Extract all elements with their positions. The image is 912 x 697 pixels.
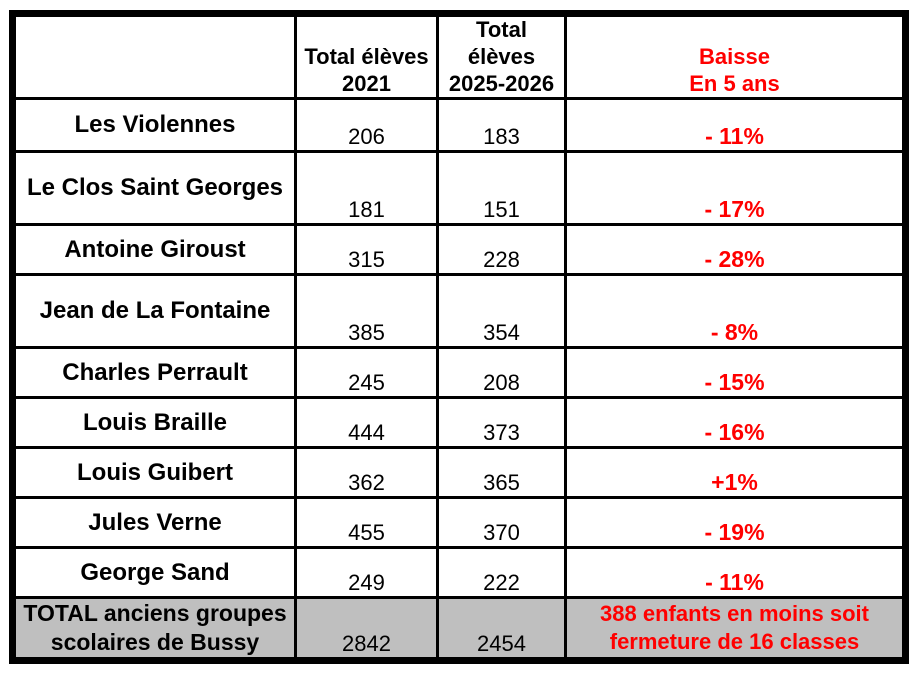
total-2021-cell: 249 (294, 546, 439, 600)
enrollment-table: Total élèves 2021 Total élèves 2025-2026… (9, 10, 909, 664)
total-row: TOTAL anciens groupes scolaires de Bussy… (11, 596, 907, 662)
school-name-cell: Louis Guibert (11, 446, 297, 500)
table-row: Jules Verne 455 370 - 19% (11, 496, 907, 550)
school-name-cell: Les Violennes (11, 97, 297, 154)
col-header-school (11, 11, 297, 101)
table-row: Antoine Giroust 315 228 - 28% (11, 223, 907, 277)
change-cell: - 16% (564, 396, 907, 450)
school-name-cell: Le Clos Saint Georges (11, 150, 297, 227)
change-cell: - 11% (564, 97, 907, 154)
total-2025-cell: 373 (436, 396, 567, 450)
change-cell: - 11% (564, 546, 907, 600)
total-2025-cell: 151 (436, 150, 567, 227)
total-2021-cell: 362 (294, 446, 439, 500)
table-row: George Sand 249 222 - 11% (11, 546, 907, 600)
total-2025-cell: 370 (436, 496, 567, 550)
school-name-cell: George Sand (11, 546, 297, 600)
change-cell: - 17% (564, 150, 907, 227)
total-2025-cell: 365 (436, 446, 567, 500)
total-2025-cell: 354 (436, 273, 567, 350)
table-row: Charles Perrault 245 208 - 15% (11, 346, 907, 400)
total-2021-cell: 444 (294, 396, 439, 450)
total-2021-cell: 455 (294, 496, 439, 550)
total-2021-sum-cell: 2842 (294, 596, 439, 662)
change-cell: - 28% (564, 223, 907, 277)
header-row: Total élèves 2021 Total élèves 2025-2026… (11, 11, 907, 101)
total-2025-sum-cell: 2454 (436, 596, 567, 662)
col-header-total-2025-2026: Total élèves 2025-2026 (436, 11, 567, 101)
total-2021-cell: 181 (294, 150, 439, 227)
total-2025-cell: 208 (436, 346, 567, 400)
total-label-cell: TOTAL anciens groupes scolaires de Bussy (11, 596, 297, 662)
table-row: Le Clos Saint Georges 181 151 - 17% (11, 150, 907, 227)
table-row: Jean de La Fontaine 385 354 - 8% (11, 273, 907, 350)
table-row: Louis Braille 444 373 - 16% (11, 396, 907, 450)
change-cell: - 8% (564, 273, 907, 350)
school-name-cell: Charles Perrault (11, 346, 297, 400)
school-name-cell: Antoine Giroust (11, 223, 297, 277)
total-2025-cell: 222 (436, 546, 567, 600)
total-2025-cell: 228 (436, 223, 567, 277)
change-cell: - 19% (564, 496, 907, 550)
total-2025-cell: 183 (436, 97, 567, 154)
school-name-cell: Jules Verne (11, 496, 297, 550)
change-cell: +1% (564, 446, 907, 500)
table-row: Louis Guibert 362 365 +1% (11, 446, 907, 500)
table-row: Les Violennes 206 183 - 11% (11, 97, 907, 154)
total-2021-cell: 245 (294, 346, 439, 400)
total-2021-cell: 206 (294, 97, 439, 154)
school-name-cell: Jean de La Fontaine (11, 273, 297, 350)
col-header-total-2021: Total élèves 2021 (294, 11, 439, 101)
total-note-cell: 388 enfants en moins soit fermeture de 1… (564, 596, 907, 662)
col-header-baisse: Baisse En 5 ans (564, 11, 907, 101)
school-name-cell: Louis Braille (11, 396, 297, 450)
change-cell: - 15% (564, 346, 907, 400)
total-2021-cell: 385 (294, 273, 439, 350)
total-2021-cell: 315 (294, 223, 439, 277)
